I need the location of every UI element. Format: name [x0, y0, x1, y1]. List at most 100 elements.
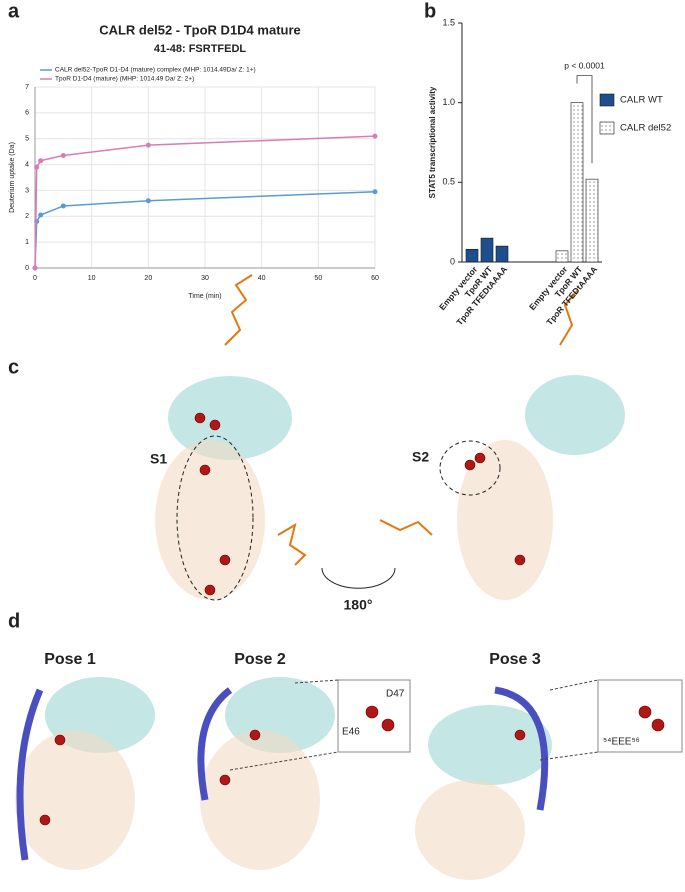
helix: [16, 688, 44, 861]
rotation-arrow: [321, 567, 396, 589]
y-axis-label: Deuterium uptake (Da): [9, 142, 16, 213]
residue: [209, 419, 221, 431]
helix: [494, 686, 549, 811]
data-point: [145, 142, 151, 148]
x-tick-label: 40: [258, 275, 266, 282]
y-tick-label: 4: [25, 161, 29, 168]
y-tick-label: 6: [25, 110, 29, 117]
legend-label: CALR del52: [620, 123, 671, 134]
significance-bracket: [576, 75, 593, 164]
site-label: S1: [150, 451, 167, 467]
y-tick-label: 5: [25, 136, 29, 143]
glycan: [379, 519, 433, 536]
x-axis-label: Time (min): [188, 293, 221, 300]
panel-c: c S1 S2 180°: [8, 274, 625, 613]
panel-label: a: [8, 0, 20, 22]
residue-label: E46: [342, 727, 360, 738]
structure: [15, 730, 135, 870]
data-point: [60, 153, 66, 159]
chart-title: CALR del52 - TpoR D1D4 mature: [99, 22, 301, 37]
y-tick-label: 1.0: [442, 97, 455, 107]
data-point: [372, 189, 378, 195]
panel-d: d Pose 1 Pose 2 Pose 3 D47 E46 ⁵⁴EEE⁵⁶: [8, 610, 683, 880]
residue-label: ⁵⁴EEE⁵⁶: [603, 737, 640, 748]
bar: [480, 237, 494, 263]
residue: [638, 705, 652, 719]
x-tick-label: 10: [88, 275, 96, 282]
legend-label: CALR del52-TpoR D1-D4 (mature) complex (…: [55, 67, 256, 74]
y-axis-label: STAT5 transcriptional activity: [428, 86, 437, 198]
legend-swatch: [599, 121, 615, 135]
y-tick-label: 0: [25, 265, 29, 272]
residue: [365, 705, 379, 719]
pose-title: Pose 3: [489, 651, 541, 668]
y-tick-label: 3: [25, 187, 29, 194]
site-outline: [176, 435, 254, 601]
series-line: [34, 135, 376, 269]
y-tick-label: 0.5: [442, 177, 455, 187]
structure: [168, 376, 292, 460]
bar: [585, 178, 599, 263]
residue: [514, 729, 526, 741]
legend-label: TpoR D1-D4 (mature) (MHP: 1014.49 Da/ Z:…: [55, 76, 194, 83]
bar: [495, 245, 509, 263]
residue: [54, 734, 66, 746]
data-point: [34, 164, 40, 170]
inset-connector: [549, 679, 599, 691]
x-tick-label: 0: [33, 275, 37, 282]
structure: [200, 730, 320, 870]
bar: [555, 250, 569, 263]
residue: [249, 729, 261, 741]
residue: [204, 584, 216, 596]
residue: [199, 464, 211, 476]
bar: [570, 102, 584, 263]
structure: [525, 375, 625, 455]
site-label: S2: [412, 449, 429, 465]
structure: [415, 780, 525, 880]
structure: [457, 440, 553, 600]
residue: [194, 412, 206, 424]
annotation: p < 0.0001: [564, 60, 605, 70]
residue: [474, 452, 486, 464]
y-tick-label: 7: [25, 84, 29, 91]
legend-swatch: [599, 93, 615, 107]
chart-subtitle: 41-48: FSRTFEDL: [154, 43, 247, 55]
inset-connector: [229, 751, 339, 771]
residue-label: D47: [386, 689, 405, 700]
helix: [197, 687, 233, 801]
residue: [381, 718, 395, 732]
data-point: [372, 133, 378, 139]
panel-label: c: [8, 356, 19, 378]
data-point: [38, 158, 44, 164]
data-point: [145, 198, 151, 204]
x-tick-label: 30: [201, 275, 209, 282]
x-tick-label: 50: [314, 275, 322, 282]
panel-label: b: [424, 0, 436, 22]
inset-connector: [294, 679, 339, 684]
rotation-label: 180°: [344, 597, 373, 613]
x-tick-label: 20: [144, 275, 152, 282]
data-point: [38, 212, 44, 218]
residue: [651, 718, 665, 732]
data-point: [34, 218, 40, 224]
glycan: [277, 522, 307, 566]
inset: [597, 679, 683, 753]
legend-label: CALR WT: [620, 95, 663, 106]
x-tick-label: 60: [371, 275, 379, 282]
residue: [219, 774, 231, 786]
residue: [39, 814, 51, 826]
residue: [514, 554, 526, 566]
y-tick-label: 2: [25, 213, 29, 220]
residue: [219, 554, 231, 566]
structure: [428, 705, 552, 785]
y-tick-label: 1.5: [442, 17, 455, 27]
y-tick-label: 1: [25, 239, 29, 246]
data-point: [32, 265, 38, 271]
glycan: [559, 289, 579, 346]
pose-title: Pose 1: [44, 651, 96, 668]
series-line: [34, 190, 376, 269]
bar: [465, 248, 479, 263]
glycan: [224, 274, 253, 346]
residue: [464, 459, 476, 471]
